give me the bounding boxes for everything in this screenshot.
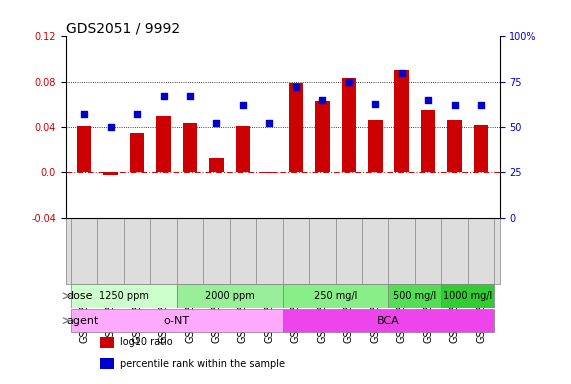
Bar [209,158,224,172]
Point [371,101,380,107]
Text: percentile rank within the sample: percentile rank within the sample [120,359,285,369]
Text: agent: agent [66,316,99,326]
Bar [71,284,177,308]
Point [318,97,327,103]
Point [450,102,459,108]
Bar [130,133,144,172]
Text: BCA: BCA [377,316,400,326]
Bar [77,126,91,172]
Point [238,102,247,108]
Bar [236,126,250,172]
Text: dose: dose [66,291,93,301]
Bar [395,70,409,172]
Bar [100,358,114,369]
Bar [156,116,171,172]
Bar [368,120,383,172]
Text: 2000 ppm: 2000 ppm [205,291,255,301]
Bar [177,284,283,308]
Bar [183,122,198,172]
Text: 500 mg/l: 500 mg/l [393,291,437,301]
Bar [283,309,494,333]
Text: 1000 mg/l: 1000 mg/l [443,291,493,301]
Point [291,84,300,90]
Point [159,93,168,99]
Point [397,70,407,76]
Bar [103,172,118,175]
Point [344,79,353,85]
Point [79,111,89,118]
Text: 250 mg/l: 250 mg/l [314,291,357,301]
Bar [283,284,388,308]
Point [265,120,274,126]
Bar [441,284,494,308]
Text: GDS2051 / 9992: GDS2051 / 9992 [66,22,180,35]
Bar [262,172,277,174]
Bar [388,284,441,308]
Bar [447,120,462,172]
Point [186,93,195,99]
Bar [474,125,488,172]
Bar [341,78,356,172]
Bar [421,110,436,172]
Point [106,124,115,130]
Bar [315,101,329,172]
Text: o-NT: o-NT [164,316,190,326]
Text: 1250 ppm: 1250 ppm [99,291,149,301]
Point [477,102,486,108]
Bar [71,309,283,333]
Point [424,97,433,103]
Text: log10 ratio: log10 ratio [120,337,172,347]
Point [132,111,142,118]
Point [212,120,221,126]
Bar [100,336,114,348]
Bar [288,83,303,172]
